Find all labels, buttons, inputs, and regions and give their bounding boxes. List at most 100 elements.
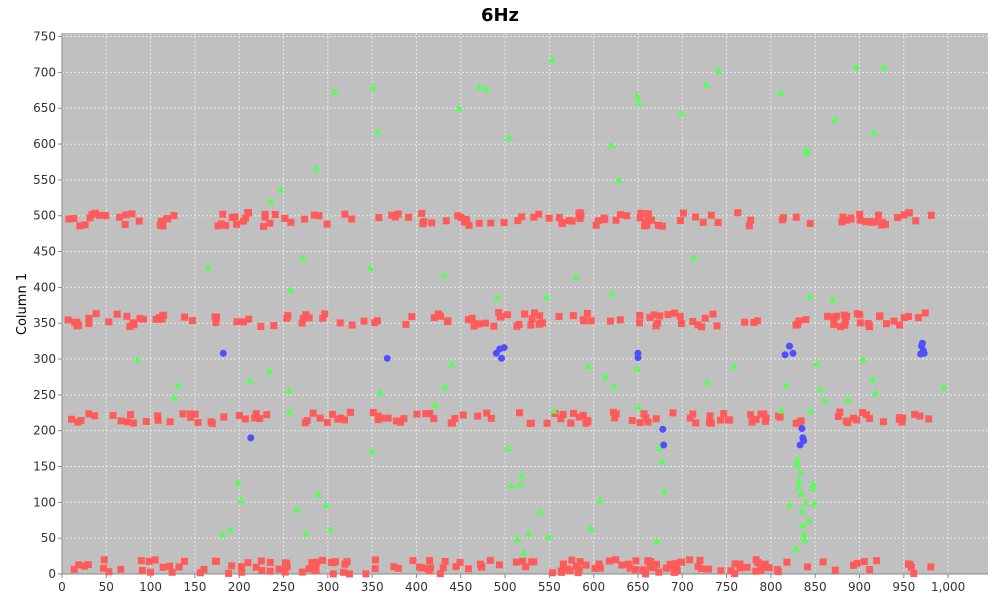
data-point-circle (786, 342, 794, 350)
data-point-square (191, 410, 199, 418)
data-point-triangle (801, 498, 810, 506)
data-point-square (477, 560, 485, 568)
data-point-square (157, 217, 165, 225)
data-point-square (865, 217, 873, 225)
x-tick-label: 900 (848, 580, 871, 594)
data-point-square (170, 212, 178, 220)
data-point-square (612, 410, 620, 418)
data-point-triangle (939, 383, 948, 391)
data-point-square (831, 566, 839, 574)
y-tick-label: 350 (33, 316, 56, 330)
y-axis-label: Column 1 (15, 273, 30, 335)
data-point-square (166, 562, 174, 570)
data-point-square (258, 566, 266, 574)
data-point-square (228, 562, 236, 570)
data-point-square (128, 210, 136, 218)
data-point-square (348, 215, 356, 223)
data-point-square (563, 565, 571, 573)
data-point-square (743, 563, 751, 571)
data-point-square (235, 412, 243, 420)
data-point-square (96, 211, 104, 219)
data-point-square (734, 209, 742, 217)
data-point-square (423, 565, 431, 573)
data-point-square (158, 315, 166, 323)
data-point-triangle (376, 388, 384, 396)
data-point-square (890, 317, 898, 325)
data-point-triangle (170, 393, 179, 401)
data-point-square (457, 213, 465, 221)
data-point-square (686, 414, 694, 422)
data-point-square (871, 218, 879, 226)
data-point-square (595, 560, 603, 568)
data-point-square (495, 561, 503, 569)
y-tick-label: 0 (48, 567, 56, 581)
data-point-square (856, 210, 864, 218)
data-point-triangle (587, 524, 595, 532)
data-point-square (312, 566, 320, 574)
data-point-square (694, 562, 702, 570)
y-tick-label: 250 (33, 388, 56, 402)
data-point-square (513, 322, 521, 330)
data-point-square (245, 315, 253, 323)
data-point-triangle (544, 532, 553, 540)
data-point-square (837, 323, 845, 331)
data-point-square (512, 558, 520, 566)
data-point-triangle (572, 272, 580, 280)
data-point-square (706, 412, 714, 420)
data-point-square (70, 565, 78, 573)
data-point-square (726, 416, 734, 424)
data-point-square (874, 211, 882, 219)
data-point-triangle (830, 115, 839, 123)
data-point-square (441, 557, 449, 565)
data-point-triangle (614, 175, 623, 183)
data-point-square (186, 410, 194, 418)
data-point-square (426, 409, 434, 417)
data-point-square (624, 560, 632, 568)
data-point-square (543, 419, 551, 427)
data-point-square (336, 319, 344, 327)
data-point-triangle (265, 367, 274, 375)
data-point-square (329, 570, 337, 578)
data-point-triangle (285, 408, 294, 416)
data-point-square (500, 219, 508, 227)
data-point-square (456, 558, 464, 566)
data-point-square (343, 558, 351, 566)
data-point-square (860, 558, 868, 566)
data-point-square (77, 416, 85, 424)
data-point-square (669, 409, 677, 417)
data-point-square (263, 411, 271, 419)
data-point-square (878, 218, 886, 226)
data-point-square (900, 211, 908, 219)
data-point-square (211, 313, 219, 321)
data-point-square (163, 215, 171, 223)
data-point-triangle (475, 82, 484, 90)
data-point-square (200, 565, 208, 573)
data-point-square (526, 419, 534, 427)
data-point-square (241, 415, 249, 423)
data-point-square (256, 415, 264, 423)
data-point-square (309, 409, 317, 417)
data-point-triangle (660, 486, 669, 494)
data-point-square (237, 563, 245, 571)
data-point-square (442, 217, 450, 225)
data-point-triangle (448, 360, 456, 368)
data-point-triangle (798, 506, 806, 514)
y-tick-label: 750 (33, 30, 56, 44)
data-point-square (727, 567, 735, 575)
data-point-square (85, 314, 93, 322)
x-tick-label: 500 (494, 580, 517, 594)
data-point-square (601, 216, 609, 224)
data-point-square (679, 209, 687, 217)
data-point-square (166, 418, 174, 426)
data-point-square (676, 217, 684, 225)
data-point-square (765, 564, 773, 572)
data-point-square (152, 315, 160, 323)
data-point-square (252, 563, 260, 571)
data-point-square (439, 564, 447, 572)
data-point-square (582, 561, 590, 569)
tick-labels: 0 50 100 150 200 250 300 350 400 450 500 550 600 650 7… (33, 30, 965, 594)
data-point-triangle (607, 141, 616, 149)
data-point-triangle (226, 525, 235, 533)
data-point-square (240, 217, 248, 225)
plot-area (62, 33, 988, 574)
